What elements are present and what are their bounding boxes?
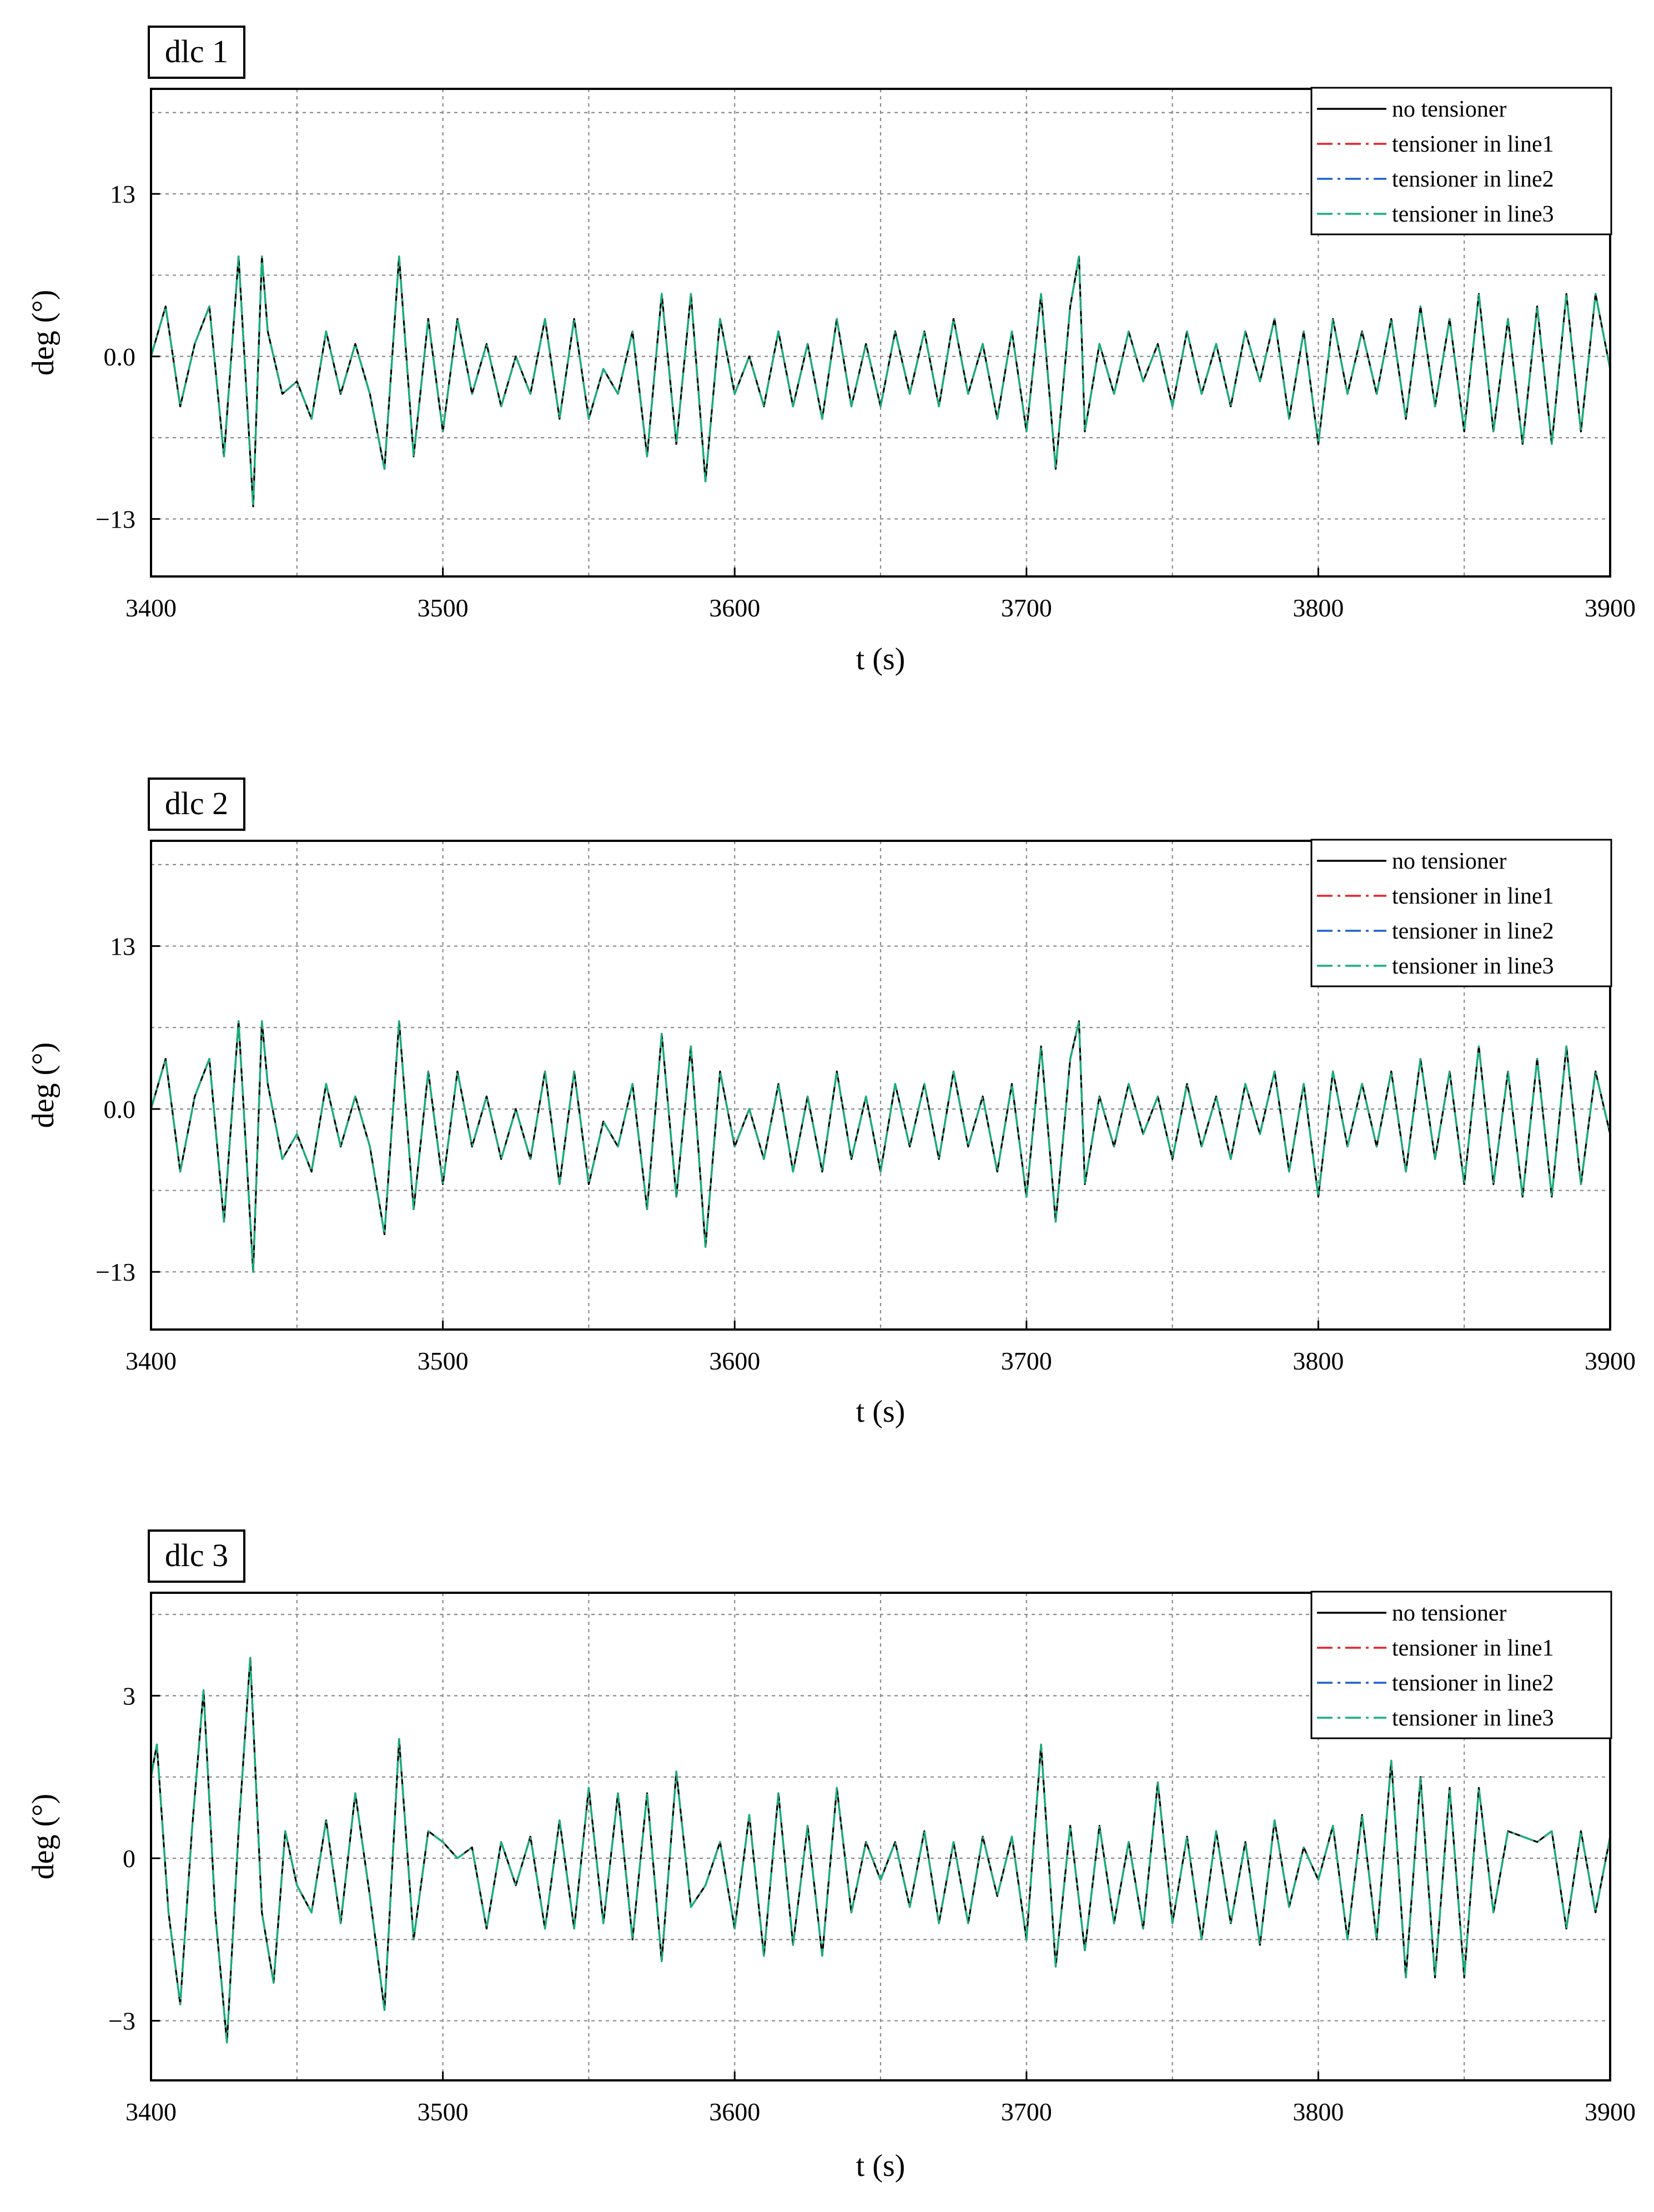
legend-box	[1310, 87, 1612, 235]
x-tick-label: 3400	[125, 1347, 177, 1375]
legend-entry-label: tensioner in line2	[1392, 167, 1554, 192]
panel-tag-label: dlc 3	[165, 1537, 228, 1573]
y-tick-label: 13	[110, 180, 135, 208]
legend-entry-label: tensioner in line3	[1392, 202, 1554, 227]
legend-entry-label: tensioner in line2	[1392, 1671, 1554, 1696]
legend-box	[1310, 839, 1612, 987]
panel-tag: dlc 3	[148, 1529, 245, 1583]
y-tick-label: −13	[95, 1258, 135, 1286]
y-axis-title: deg (°)	[26, 290, 61, 376]
x-tick-label: 3500	[418, 594, 469, 622]
y-tick-label: −13	[95, 505, 135, 533]
x-tick-label: 3700	[1001, 2098, 1052, 2126]
x-tick-label: 3900	[1585, 594, 1636, 622]
x-tick-label: 3800	[1293, 1347, 1344, 1375]
panel-tag-label: dlc 1	[165, 33, 228, 69]
x-tick-label: 3500	[418, 1347, 469, 1375]
panel-tag-label: dlc 2	[165, 785, 228, 821]
legend: no tensioner tensioner in line1 tensioner …	[1310, 839, 1612, 987]
panel-tag: dlc 1	[148, 26, 245, 79]
x-tick-label: 3700	[1001, 1347, 1052, 1375]
y-axis-title: deg (°)	[26, 1042, 61, 1128]
panel-tag-box	[148, 778, 245, 831]
plot-frame	[150, 88, 1611, 578]
series-line-tensioner-in-line3	[151, 255, 1610, 508]
x-tick-label: 3500	[418, 2098, 469, 2126]
x-tick-label: 3700	[1001, 594, 1052, 622]
panel-2: 3400 3500 3600 3700 3800 3900 −13 0.0 13 t (s) deg…	[26, 778, 1636, 1429]
x-tick-label: 3400	[125, 594, 177, 622]
legend-entry-label: no tensioner	[1392, 1601, 1506, 1626]
y-tick-label: 3	[123, 1682, 135, 1710]
y-tick-label: −3	[108, 2007, 135, 2035]
x-tick-label: 3800	[1293, 594, 1344, 622]
y-tick-label: 0	[123, 1844, 135, 1873]
y-tick-label: 0.0	[104, 343, 136, 371]
y-tick-label: 0.0	[104, 1095, 136, 1123]
legend-entry-label: no tensioner	[1392, 97, 1506, 122]
series-line-tensioner-in-line3	[151, 1020, 1610, 1273]
legend-entry-label: tensioner in line3	[1392, 954, 1554, 979]
series-group	[151, 1020, 1610, 1273]
x-axis-title: t (s)	[856, 1395, 906, 1429]
x-axis-title: t (s)	[856, 2149, 906, 2183]
legend-entry-label: tensioner in line1	[1392, 1636, 1554, 1661]
series-line-tensioner-in-line3	[151, 1657, 1610, 2044]
legend-entry-label: tensioner in line2	[1392, 919, 1554, 944]
panel-tag-box	[148, 26, 245, 79]
legend-entry-label: tensioner in line1	[1392, 132, 1554, 157]
series-group	[151, 255, 1610, 508]
x-tick-label: 3800	[1293, 2098, 1344, 2126]
x-tick-label: 3900	[1585, 1347, 1636, 1375]
panel-3: 3400 3500 3600 3700 3800 3900 −3 0 3 t (s) deg (°)…	[26, 1529, 1636, 2183]
y-axis-title: deg (°)	[26, 1794, 61, 1880]
series-group	[151, 1657, 1610, 2044]
legend-entry-label: tensioner in line1	[1392, 884, 1554, 909]
legend-entry-label: no tensioner	[1392, 849, 1506, 874]
x-tick-label: 3400	[125, 2098, 177, 2126]
y-tick-label: 13	[110, 932, 135, 961]
plot-frame	[150, 840, 1611, 1331]
legend: no tensioner tensioner in line1 tensioner …	[1310, 1591, 1612, 1739]
x-axis-title: t (s)	[856, 642, 906, 676]
legend-entry-label: tensioner in line3	[1392, 1706, 1554, 1731]
x-tick-label: 3600	[709, 1347, 760, 1375]
x-tick-label: 3600	[709, 594, 760, 622]
x-tick-label: 3900	[1585, 2098, 1636, 2126]
panel-1: 3400 3500 3600 3700 3800 3900 −13 0.0 13 t (s) deg…	[26, 26, 1636, 676]
panel-tag-box	[148, 1529, 245, 1583]
legend-box	[1310, 1591, 1612, 1739]
plot-frame	[150, 1592, 1611, 2081]
panel-tag: dlc 2	[148, 778, 245, 831]
x-tick-label: 3600	[709, 2098, 760, 2126]
legend: no tensioner tensioner in line1 tensioner …	[1310, 87, 1612, 235]
